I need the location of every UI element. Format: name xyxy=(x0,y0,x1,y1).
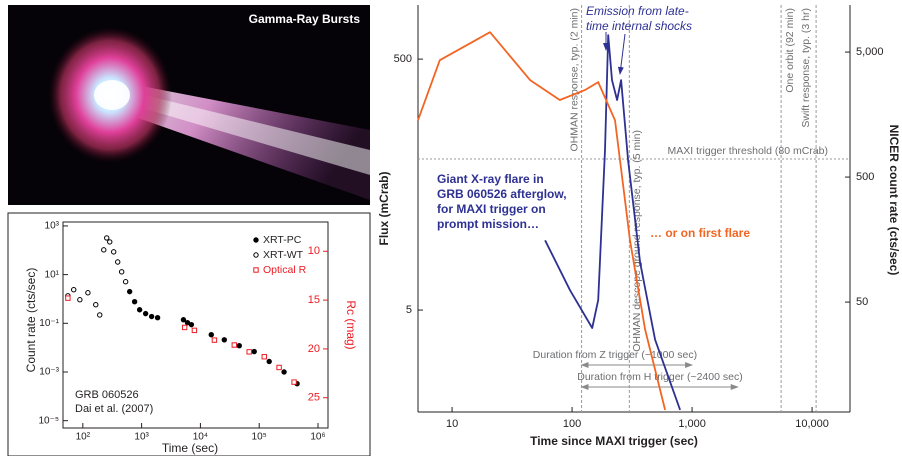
data-point xyxy=(93,302,99,308)
data-point xyxy=(276,364,282,371)
annotation-arrow xyxy=(617,33,626,75)
x-tick-label: 1,000 xyxy=(678,418,706,430)
y2-tick-label: 20 xyxy=(308,343,320,355)
legend-label: XRT-PC xyxy=(263,234,302,246)
threshold-label: MAXI trigger threshold (80 mCrab) xyxy=(668,145,828,157)
data-point xyxy=(136,307,143,313)
y-tick-label: 10³ xyxy=(45,221,60,232)
y2-axis-label: NICER count rate (cts/sec) xyxy=(887,125,901,276)
series-label: Giant X-ray flare in GRB 060526 afterglo… xyxy=(437,172,567,231)
reference-label: Swift response, typ. (3 hr) xyxy=(800,8,812,128)
data-point xyxy=(251,348,257,355)
y-tick-label: 10¹ xyxy=(45,269,60,280)
y-tick-label: 10⁻⁵ xyxy=(38,415,59,426)
data-point xyxy=(154,314,161,321)
reference-label: One orbit (92 min) xyxy=(784,8,796,93)
image-title: Gamma-Ray Bursts xyxy=(249,12,361,26)
x-tick-label: 100 xyxy=(563,418,581,430)
legend-symbol xyxy=(253,267,259,273)
annotation: Dai et al. (2007) xyxy=(75,403,153,415)
data-point xyxy=(110,249,117,255)
data-point xyxy=(71,287,77,293)
data-point xyxy=(211,337,218,343)
data-point xyxy=(266,358,272,365)
data-point xyxy=(148,313,155,320)
reference-label: OHMAN response, typ. (2 min) xyxy=(568,8,580,152)
legend-label: Optical R xyxy=(263,264,307,276)
annotation: Emission from late-time internal shocks xyxy=(586,4,693,33)
data-point xyxy=(65,295,71,301)
data-point xyxy=(188,321,195,328)
data-point xyxy=(101,247,107,253)
y-tick-label: 500 xyxy=(394,53,412,65)
inset-frame xyxy=(7,212,371,456)
x-tick-label: 10³ xyxy=(134,432,149,443)
x-tick-label: 10,000 xyxy=(795,418,829,430)
y-axis-label: Count rate (cts/sec) xyxy=(24,268,38,373)
data-point xyxy=(231,342,237,348)
data-point xyxy=(142,310,149,317)
data-point xyxy=(208,332,214,338)
data-point xyxy=(246,349,252,355)
x-tick-label: 10² xyxy=(76,432,91,443)
x-axis-label: Time since MAXI trigger (sec) xyxy=(530,434,698,448)
data-point xyxy=(126,288,133,295)
legend-symbol xyxy=(253,252,259,258)
x-tick-label: 10⁶ xyxy=(310,432,325,443)
legend-label: XRT-WT xyxy=(263,249,304,261)
data-point xyxy=(118,269,125,275)
data-point xyxy=(261,354,267,360)
y-tick-label: 10⁻¹ xyxy=(39,318,59,329)
flux-curve xyxy=(544,34,681,411)
y2-tick-label: 500 xyxy=(856,171,874,183)
x-tick-label: 10⁵ xyxy=(252,432,267,443)
data-point xyxy=(291,379,297,385)
y2-axis-label: Rc (mag) xyxy=(344,300,358,349)
data-point xyxy=(115,259,121,265)
x-tick-label: 10 xyxy=(446,418,458,430)
y2-tick-label: 50 xyxy=(856,296,868,308)
data-point xyxy=(181,324,188,331)
data-point xyxy=(97,312,103,318)
data-point xyxy=(191,327,198,334)
data-point xyxy=(236,343,242,349)
y2-tick-label: 25 xyxy=(308,392,320,404)
y2-tick-label: 5,000 xyxy=(856,46,884,58)
data-point xyxy=(122,279,129,285)
data-point xyxy=(107,239,113,245)
duration-label: Duration from H trigger (~2400 sec) xyxy=(577,371,742,383)
y-tick-label: 10⁻³ xyxy=(39,367,59,378)
duration-label: Duration from Z trigger (~1000 sec) xyxy=(533,349,697,361)
flux-curve xyxy=(417,31,666,411)
data-point xyxy=(180,317,187,323)
y-tick-label: 5 xyxy=(406,304,412,316)
data-point xyxy=(281,369,287,375)
data-point xyxy=(85,290,91,296)
plot-frame xyxy=(62,221,329,429)
x-axis-label: Time (sec) xyxy=(162,441,218,455)
y2-tick-label: 15 xyxy=(308,294,320,306)
series-label: … or on first flare xyxy=(650,226,751,240)
grb-illustration: Gamma-Ray Bursts xyxy=(8,5,370,205)
x-tick-label: 10⁴ xyxy=(193,432,208,443)
data-point xyxy=(104,235,110,241)
y2-tick-label: 10 xyxy=(308,245,320,257)
legend-symbol xyxy=(253,237,259,243)
data-point xyxy=(77,297,83,303)
annotation: GRB 060526 xyxy=(75,389,139,401)
data-point xyxy=(221,337,228,343)
data-point xyxy=(131,299,138,305)
y-axis-label: Flux (mCrab) xyxy=(377,171,391,245)
